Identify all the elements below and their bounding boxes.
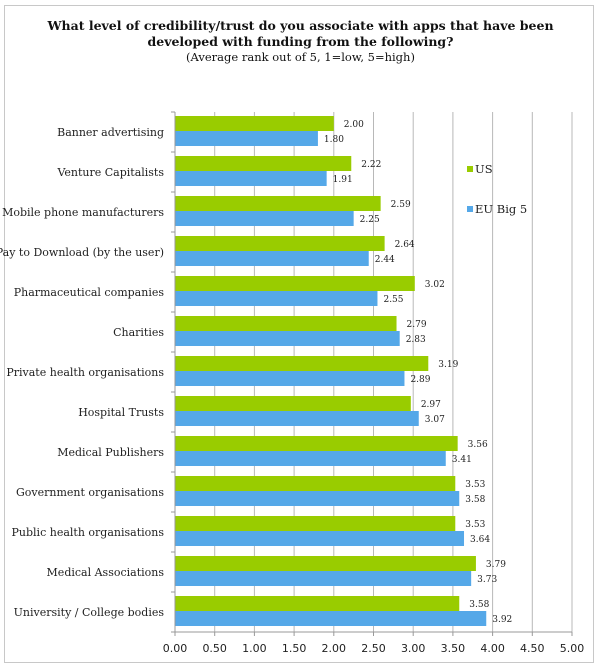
data-label: 2.89 xyxy=(410,375,430,385)
data-label: 3.58 xyxy=(465,495,485,505)
data-label: 2.22 xyxy=(361,160,381,170)
data-label: 3.53 xyxy=(465,480,485,490)
legend-label: US xyxy=(475,162,493,176)
data-label: 3.79 xyxy=(486,560,506,570)
bar-us xyxy=(175,156,352,171)
x-tick-label: 3.50 xyxy=(441,642,466,655)
x-tick-label: 2.00 xyxy=(322,642,347,655)
bar-us xyxy=(175,356,429,371)
category-label: Public health organisations xyxy=(12,526,165,539)
bar-eu-big-5 xyxy=(175,531,465,546)
category-label: Mobile phone manufacturers xyxy=(2,206,164,219)
category-label: Venture Capitalists xyxy=(56,166,164,179)
data-label: 2.59 xyxy=(391,200,411,210)
x-tick-label: 2.50 xyxy=(361,642,386,655)
data-label: 2.44 xyxy=(375,255,395,265)
category-label: Pharmaceutical companies xyxy=(14,286,165,299)
bar-us xyxy=(175,196,381,211)
category-label: Banner advertising xyxy=(57,126,164,139)
bar-us xyxy=(175,236,385,251)
data-label: 3.73 xyxy=(477,575,497,585)
data-label: 2.25 xyxy=(360,215,380,225)
x-tick-label: 1.50 xyxy=(282,642,307,655)
bar-eu-big-5 xyxy=(175,211,354,226)
bar-eu-big-5 xyxy=(175,331,400,346)
x-tick-label: 4.00 xyxy=(480,642,505,655)
bar-us xyxy=(175,396,411,411)
bar-us xyxy=(175,276,415,291)
x-tick-label: 3.00 xyxy=(401,642,426,655)
x-tick-label: 0.00 xyxy=(163,642,188,655)
category-label: Medical Associations xyxy=(47,566,165,579)
chart-title-line-2: developed with funding from the followin… xyxy=(147,34,454,49)
category-label: Pay to Download (by the user) xyxy=(0,246,164,259)
bar-us xyxy=(175,516,456,531)
legend-swatch xyxy=(467,166,473,172)
x-tick-label: 4.50 xyxy=(520,642,545,655)
category-label: Charities xyxy=(113,326,164,339)
data-label: 2.55 xyxy=(383,295,403,305)
bar-us xyxy=(175,316,397,331)
data-label: 3.58 xyxy=(469,600,489,610)
chart-title-line-1: What level of credibility/trust do you a… xyxy=(47,18,554,33)
legend-swatch xyxy=(467,206,473,212)
bar-eu-big-5 xyxy=(175,491,460,506)
data-label: 3.53 xyxy=(465,520,485,530)
bar-eu-big-5 xyxy=(175,611,487,626)
data-label: 1.91 xyxy=(333,175,353,185)
data-label: 2.00 xyxy=(344,120,364,130)
bar-eu-big-5 xyxy=(175,571,472,586)
category-label: Medical Publishers xyxy=(57,446,164,459)
bar-us xyxy=(175,476,456,491)
data-label: 2.83 xyxy=(406,335,426,345)
bar-us xyxy=(175,436,458,451)
bar-us xyxy=(175,116,334,131)
data-label: 3.41 xyxy=(452,455,472,465)
data-label: 2.64 xyxy=(395,240,415,250)
axes xyxy=(171,111,573,636)
x-tick-label: 1.00 xyxy=(242,642,267,655)
data-label: 3.92 xyxy=(492,615,512,625)
data-label: 2.79 xyxy=(407,320,427,330)
category-label: Hospital Trusts xyxy=(78,406,164,419)
data-label: 3.19 xyxy=(438,360,458,370)
data-label: 2.97 xyxy=(421,400,441,410)
x-tick-label: 0.50 xyxy=(202,642,227,655)
bar-eu-big-5 xyxy=(175,451,446,466)
bars xyxy=(175,116,487,626)
data-label: 3.64 xyxy=(470,535,490,545)
data-label: 3.02 xyxy=(425,280,445,290)
category-label: Government organisations xyxy=(16,486,164,499)
chart-title: What level of credibility/trust do you a… xyxy=(0,18,601,50)
bar-eu-big-5 xyxy=(175,251,369,266)
bar-eu-big-5 xyxy=(175,411,419,426)
legend-label: EU Big 5 xyxy=(475,202,527,216)
bar-eu-big-5 xyxy=(175,291,378,306)
category-label: Private health organisations xyxy=(6,366,164,379)
category-label: University / College bodies xyxy=(14,606,165,619)
bar-us xyxy=(175,596,460,611)
legend: US EU Big 5 xyxy=(467,162,527,216)
x-tick-label: 5.00 xyxy=(560,642,585,655)
bar-eu-big-5 xyxy=(175,131,318,146)
data-label: 1.80 xyxy=(324,135,344,145)
labels: 0.00 0.50 1.00 1.50 2.00 2.50 3.00 3.50 4.00 4.50… xyxy=(0,120,584,655)
bar-eu-big-5 xyxy=(175,171,327,186)
bar-us xyxy=(175,556,476,571)
data-label: 3.07 xyxy=(425,415,445,425)
data-label: 3.56 xyxy=(468,440,488,450)
bar-eu-big-5 xyxy=(175,371,405,386)
chart-subtitle: (Average rank out of 5, 1=low, 5=high) xyxy=(186,50,415,64)
